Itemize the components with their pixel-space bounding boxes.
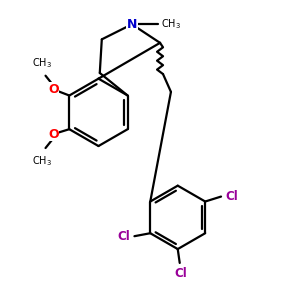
Text: Cl: Cl: [174, 267, 187, 280]
Text: O: O: [48, 128, 59, 141]
Text: Cl: Cl: [118, 230, 130, 243]
Text: CH$_3$: CH$_3$: [32, 154, 52, 168]
Text: CH$_3$: CH$_3$: [161, 17, 181, 31]
Text: Cl: Cl: [225, 190, 238, 203]
Text: N: N: [127, 18, 137, 31]
Text: O: O: [48, 83, 59, 96]
Text: CH$_3$: CH$_3$: [32, 56, 52, 70]
